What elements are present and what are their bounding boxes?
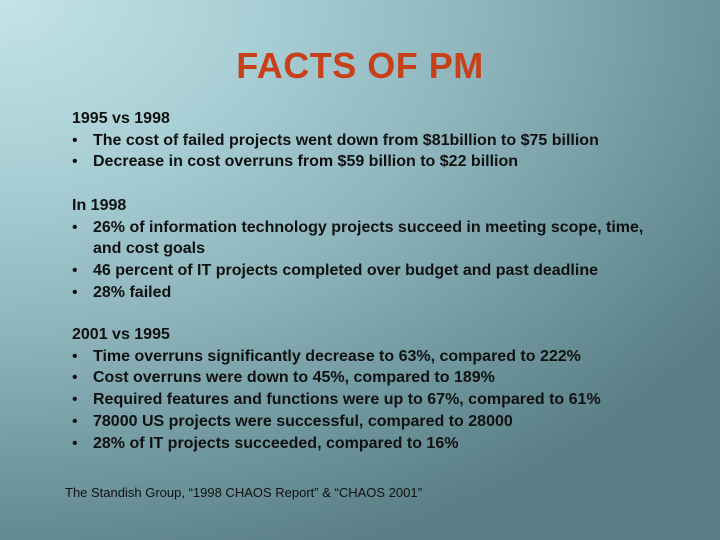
bullet-text: 46 percent of IT projects completed over…: [93, 262, 598, 280]
section-heading: In 1998: [72, 197, 127, 214]
bullet-icon: •: [72, 262, 78, 280]
bullet-item: • Cost overruns were down to 45%, compar…: [72, 367, 672, 389]
section-heading: 1995 vs 1998: [72, 110, 170, 127]
bullet-text: Time overruns significantly decrease to …: [93, 347, 581, 365]
source-citation: The Standish Group, “1998 CHAOS Report” …: [65, 485, 422, 500]
slide-title: FACTS OF PM: [236, 45, 484, 86]
bullet-text: Cost overruns were down to 45%, compared…: [93, 369, 495, 387]
bullet-text: 26% of information technology projects s…: [93, 218, 644, 258]
bullet-icon: •: [72, 412, 78, 430]
bullet-item: • 28% of IT projects succeeded, compared…: [72, 433, 672, 455]
bullet-text: Decrease in cost overruns from $59 billi…: [93, 153, 519, 171]
bullet-item: • Required features and functions were u…: [72, 389, 672, 411]
bullet-text: 28% of IT projects succeeded, compared t…: [93, 434, 459, 452]
section-1995-vs-1998: 1995 vs 1998 • The cost of failed projec…: [72, 108, 672, 173]
bullet-text: 28% failed: [93, 283, 172, 301]
bullet-item: • 28% failed: [72, 282, 672, 304]
bullet-icon: •: [72, 369, 78, 387]
bullet-icon: •: [72, 153, 78, 171]
bullet-text: The cost of failed projects went down fr…: [93, 131, 599, 149]
section-in-1998: In 1998 • 26% of information technology …: [72, 195, 672, 304]
bullet-icon: •: [72, 283, 78, 301]
bullet-icon: •: [72, 434, 78, 452]
bullet-icon: •: [72, 391, 78, 409]
bullet-icon: •: [72, 347, 78, 365]
bullet-text: Required features and functions were up …: [93, 391, 601, 409]
bullet-text: 78000 US projects were successful, compa…: [93, 412, 513, 430]
bullet-item: • 46 percent of IT projects completed ov…: [72, 260, 672, 282]
bullet-item: • Decrease in cost overruns from $59 bil…: [72, 151, 672, 173]
section-heading: 2001 vs 1995: [72, 326, 170, 343]
bullet-item: • 26% of information technology projects…: [72, 217, 672, 260]
bullet-icon: •: [72, 131, 78, 149]
bullet-item: • 78000 US projects were successful, com…: [72, 411, 672, 433]
bullet-item: • Time overruns significantly decrease t…: [72, 346, 672, 368]
bullet-item: • The cost of failed projects went down …: [72, 130, 672, 152]
bullet-icon: •: [72, 218, 78, 236]
section-2001-vs-1995: 2001 vs 1995 • Time overruns significant…: [72, 324, 672, 454]
